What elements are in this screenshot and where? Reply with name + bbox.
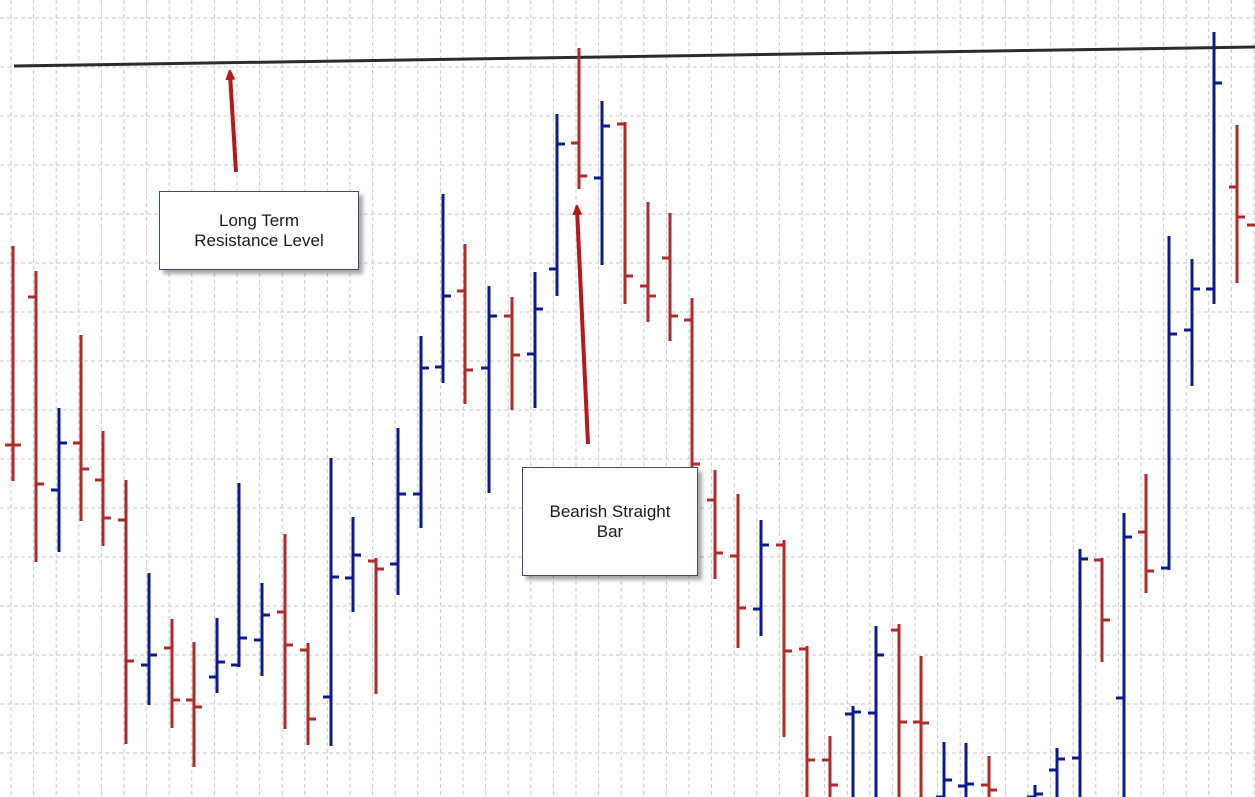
ohlc-bar-down (1094, 558, 1110, 662)
ohlc-bar-down (504, 297, 520, 410)
ohlc-bar-up (1206, 32, 1222, 304)
ohlc-bar-down (186, 642, 202, 767)
ohlc-bar-down (684, 298, 700, 470)
ohlc-bar-down (571, 48, 587, 189)
resistance-arrow (230, 74, 238, 173)
ohlc-bar-down (640, 202, 656, 322)
ohlc-bar-up (51, 408, 67, 552)
ohlc-bar-down (300, 643, 316, 745)
ohlc-bar-up (1116, 513, 1132, 797)
ohlc-bar-down (662, 213, 678, 341)
ohlc-bar-down (457, 244, 473, 404)
ohlc-bar-down (28, 271, 44, 562)
ohlc-bar-up (323, 458, 339, 746)
ohlc-bar-up (390, 428, 406, 595)
bearish-callout-line1: Bearish Straight (549, 501, 671, 521)
ohlc-bar-down (1229, 125, 1245, 283)
ohlc-bar-up (549, 114, 565, 296)
ohlc-bar-down (617, 122, 633, 304)
ohlc-bar-down (164, 619, 180, 728)
ohlc-bar-down (73, 335, 89, 521)
ohlc-bar-down (1138, 474, 1154, 593)
ohlc-bar-down (891, 624, 907, 797)
resistance-callout-line2: Resistance Level (194, 230, 324, 250)
ohlc-bar-up (254, 583, 270, 676)
ohlc-bar-up (936, 742, 952, 797)
ohlc-bar-up (1049, 748, 1065, 797)
ohlc-bar-down (118, 480, 134, 744)
ohlc-bar-up (1072, 549, 1088, 797)
ohlc-bar-down (5, 246, 21, 481)
bearish-bar-arrow (577, 209, 590, 445)
ohlc-bar-up (527, 272, 543, 408)
ohlc-bar-down (981, 756, 997, 797)
ohlc-bar-down (277, 534, 293, 729)
resistance-line (13, 45, 1255, 68)
resistance-callout-line1: Long Term (218, 210, 299, 230)
ohlc-bar-down (730, 494, 746, 648)
ohlc-bar-down (913, 656, 929, 797)
ohlc-bar-up (594, 101, 610, 265)
ohlc-bar-up (1027, 785, 1043, 797)
ohlc-bar-down (822, 736, 838, 797)
bearish-callout-line2: Bar (596, 521, 624, 541)
ohlc-bar-up (868, 626, 884, 797)
ohlc-bar-down (707, 470, 723, 579)
bearish-callout: Bearish Straight Bar (522, 467, 698, 576)
ohlc-bar-up (481, 286, 497, 493)
ohlc-bar-up (1161, 236, 1177, 570)
ohlc-bar-down (368, 558, 384, 694)
ohlc-bar-down (776, 540, 792, 737)
price-bars (5, 32, 1255, 797)
ohlc-bar-up (231, 483, 247, 667)
ohlc-bar-up (753, 520, 769, 636)
ohlc-bar-up (845, 706, 861, 797)
ohlc-bar-down (95, 431, 111, 546)
ohlc-bar-up (345, 517, 361, 612)
ohlc-bar-up (1184, 259, 1200, 386)
ohlc-bar-up (413, 336, 429, 528)
ohlc-bar-down (799, 646, 815, 797)
ohlc-bar-up (141, 573, 157, 705)
ohlc-bar-up (958, 743, 974, 797)
ohlc-bar-up (209, 618, 225, 693)
ohlc-bar-up (435, 194, 451, 383)
resistance-callout: Long Term Resistance Level (159, 191, 359, 270)
